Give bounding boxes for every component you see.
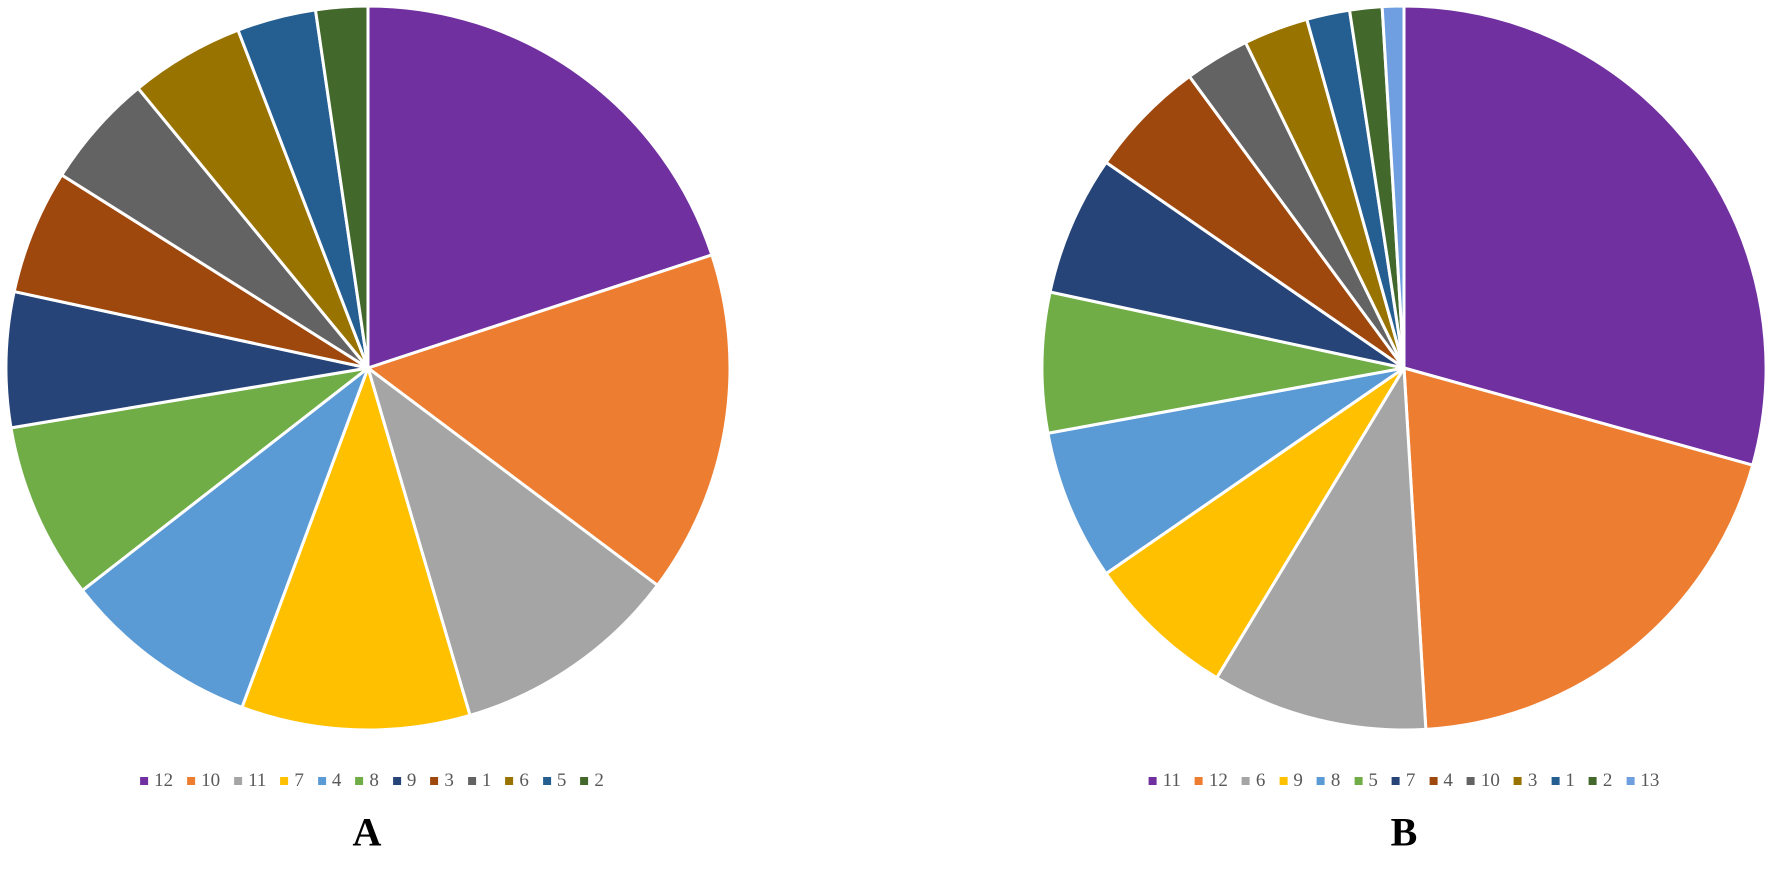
legend-label: 9: [406, 770, 417, 791]
pie-slice-12: [1402, 366, 1755, 731]
legend-item-4: 4: [1429, 770, 1453, 792]
legend-swatch-icon: [1194, 777, 1203, 785]
legend-item-11: 11: [234, 770, 266, 792]
legend-item-9: 9: [392, 770, 417, 792]
legend-item-6: 6: [1241, 770, 1266, 792]
legend-label: 7: [1405, 770, 1416, 791]
legend-item-4: 4: [317, 770, 342, 792]
panel-label-a: A: [352, 809, 382, 855]
legend-label: 8: [369, 770, 379, 791]
legend-label: 4: [331, 770, 342, 791]
legend-item-3: 3: [430, 770, 454, 792]
legend-item-5: 5: [542, 770, 567, 792]
legend-b: 11 12 6 9 8 5 7 4 10 3 1 2 13: [1148, 770, 1659, 792]
pie-slice-7: [1048, 160, 1406, 370]
pie-slice-12: [366, 4, 714, 370]
legend-swatch-icon: [542, 777, 551, 785]
legend-label: 2: [594, 770, 604, 791]
legend-label: 5: [1368, 770, 1378, 791]
pie-chart-a: [4, 4, 732, 732]
legend-label: 4: [1443, 770, 1453, 791]
pie-slice-5: [1040, 290, 1406, 435]
legend-label: 10: [201, 770, 221, 791]
legend-label: 10: [1480, 770, 1500, 791]
legend-item-12: 12: [1194, 770, 1228, 792]
legend-swatch-icon: [1588, 777, 1597, 785]
legend-item-7: 7: [280, 770, 304, 792]
legend-label: 11: [248, 770, 267, 791]
legend-swatch-icon: [1513, 777, 1522, 785]
legend-label: 11: [1162, 770, 1181, 791]
legend-swatch-icon: [1429, 777, 1438, 785]
legend-swatch-icon: [1626, 777, 1635, 785]
pie-slice-7: [240, 366, 472, 732]
pie-slice-9: [1104, 366, 1406, 680]
legend-swatch-icon: [1148, 777, 1157, 785]
legend-item-13: 13: [1626, 770, 1659, 792]
legend-label: 12: [1208, 770, 1228, 791]
pie-slice-10: [366, 253, 732, 587]
pie-slice-4: [80, 366, 370, 709]
pie-slice-11: [1402, 4, 1768, 467]
legend-swatch-icon: [317, 777, 326, 785]
legend-item-7: 7: [1391, 770, 1416, 792]
legend-swatch-icon: [234, 777, 243, 785]
legend-swatch-icon: [1391, 777, 1400, 785]
legend-swatch-icon: [430, 777, 439, 785]
legend-a: 12 10 11 7 4 8 9 3 1 6 5 2: [140, 770, 604, 792]
pie-slice-11: [366, 366, 659, 717]
legend-swatch-icon: [280, 777, 289, 785]
legend-swatch-icon: [392, 777, 401, 785]
legend-label: 1: [1565, 770, 1575, 791]
legend-swatch-icon: [140, 777, 149, 785]
pie-chart-b: [1040, 4, 1768, 732]
legend-label: 6: [519, 770, 529, 791]
legend-item-10: 10: [187, 770, 220, 792]
legend-item-2: 2: [1588, 770, 1613, 792]
legend-swatch-icon: [1551, 777, 1560, 785]
legend-item-3: 3: [1513, 770, 1538, 792]
legend-label: 3: [444, 770, 454, 791]
legend-label: 6: [1255, 770, 1266, 791]
legend-swatch-icon: [355, 777, 364, 785]
legend-swatch-icon: [1316, 777, 1325, 785]
legend-label: 1: [481, 770, 492, 791]
legend-swatch-icon: [1354, 777, 1363, 785]
legend-label: 7: [294, 770, 304, 791]
legend-swatch-icon: [580, 777, 589, 785]
pie-slice-8: [9, 366, 370, 592]
legend-item-2: 2: [580, 770, 604, 792]
legend-item-10: 10: [1466, 770, 1500, 792]
legend-item-8: 8: [1316, 770, 1341, 792]
legend-item-6: 6: [505, 770, 529, 792]
legend-label: 8: [1330, 770, 1341, 791]
legend-swatch-icon: [1466, 777, 1475, 785]
legend-label: 13: [1640, 770, 1660, 791]
legend-item-1: 1: [467, 770, 492, 792]
legend-label: 3: [1527, 770, 1538, 791]
legend-item-1: 1: [1551, 770, 1575, 792]
pie-slice-2: [313, 4, 370, 370]
legend-item-9: 9: [1279, 770, 1303, 792]
pie-slice-13: [1380, 4, 1406, 370]
legend-swatch-icon: [1241, 777, 1250, 785]
legend-label: 12: [154, 770, 174, 791]
legend-item-5: 5: [1354, 770, 1378, 792]
legend-item-12: 12: [140, 770, 173, 792]
legend-label: 9: [1293, 770, 1303, 791]
panel-label-b: B: [1390, 809, 1418, 855]
legend-swatch-icon: [1279, 777, 1288, 785]
legend-item-11: 11: [1148, 770, 1181, 792]
pie-slice-6: [1215, 366, 1428, 732]
legend-label: 5: [556, 770, 567, 791]
legend-swatch-icon: [187, 777, 196, 785]
legend-swatch-icon: [505, 777, 514, 785]
legend-label: 2: [1602, 770, 1613, 791]
pie-slice-9: [4, 290, 370, 430]
legend-item-8: 8: [355, 770, 379, 792]
pie-slice-8: [1046, 366, 1406, 576]
legend-swatch-icon: [467, 777, 476, 785]
